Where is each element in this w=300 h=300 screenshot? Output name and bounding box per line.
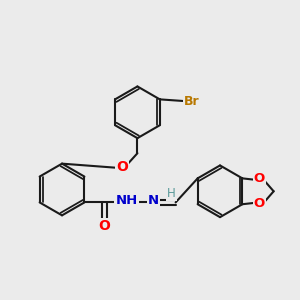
Text: O: O <box>254 197 265 210</box>
Text: O: O <box>98 220 110 233</box>
Text: H: H <box>167 187 176 200</box>
Text: O: O <box>116 160 128 174</box>
Text: Br: Br <box>184 95 200 108</box>
Text: O: O <box>254 172 265 185</box>
Text: N: N <box>148 194 159 208</box>
Text: NH: NH <box>115 194 138 207</box>
